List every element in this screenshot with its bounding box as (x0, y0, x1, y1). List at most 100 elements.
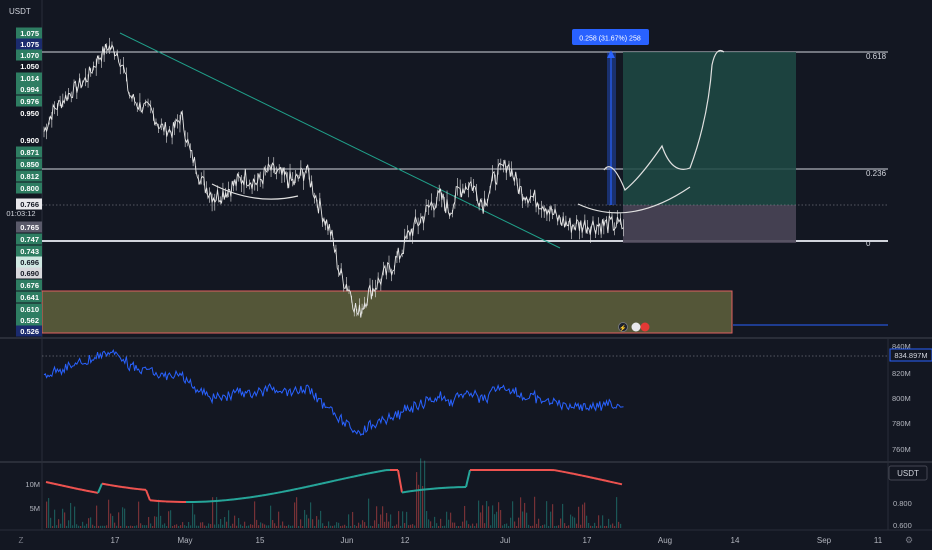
volume-bar (64, 512, 66, 528)
price-label: 0.696 (20, 258, 39, 267)
volume-bar (134, 525, 136, 528)
time-axis-label: Aug (658, 536, 672, 545)
price-label: 1.075 (20, 40, 39, 49)
volume-bar (152, 525, 154, 528)
price-label: 0.743 (20, 247, 39, 256)
volume-ma-segment (365, 472, 371, 475)
price-label-bg (16, 291, 42, 303)
stop-zone[interactable] (623, 205, 796, 243)
volume-bar (150, 523, 152, 528)
currency-label: USDT (9, 7, 31, 16)
volume-bar (272, 520, 274, 528)
indicator-axis-tick: 760M (892, 445, 911, 454)
volume-bar (362, 520, 364, 528)
price-label-bg (16, 83, 42, 95)
volume-bar (240, 524, 242, 528)
volume-bar (510, 517, 512, 528)
volume-ma-segment (601, 478, 607, 482)
price-label-bg (16, 27, 42, 39)
lightning-glyph: ⚡ (619, 324, 626, 332)
volume-bar (470, 525, 472, 528)
volume-bar (254, 501, 256, 528)
volume-scale[interactable]: 10M 5M 0.800 0.600 (25, 480, 911, 530)
volume-bar (418, 484, 420, 528)
volume-bar (578, 506, 580, 528)
indicator-scale[interactable]: 840M 820M 800M 780M 760M (892, 342, 911, 454)
price-label-bg (16, 38, 42, 50)
rounded-bottom-curve-1[interactable] (211, 183, 299, 200)
volume-bar (158, 499, 160, 528)
left-price-scale[interactable]: 1.075 1.075 1.070 1.050 1.014 0.994 0.976 0.950… (16, 27, 42, 337)
volume-bar (166, 525, 168, 528)
volume-ma-segment (313, 483, 319, 487)
projected-path[interactable] (603, 49, 725, 191)
indicator-value: 834.897M (894, 351, 927, 360)
volume-ma-segment (129, 487, 135, 490)
volume-bar (140, 523, 142, 528)
goto-date-icon[interactable]: Z (19, 536, 24, 545)
time-axis[interactable]: 17 May 15 Jun 12 Jul 17 Aug 14 Sep 11 (111, 536, 883, 545)
volume-bar (340, 526, 342, 528)
descending-trendline[interactable] (119, 32, 561, 249)
volume-bar (180, 525, 182, 528)
volume-bar (82, 521, 84, 528)
volume-bar (264, 524, 266, 528)
volume-bar (330, 525, 332, 528)
target-zone[interactable] (623, 52, 796, 205)
volume-ma-segment (277, 490, 283, 494)
volume-bar (426, 510, 428, 528)
volume-bar (590, 525, 592, 528)
volume-bar (436, 523, 438, 528)
right-currency-button[interactable] (888, 465, 928, 481)
flag-event-icon-2[interactable] (640, 322, 650, 332)
volume-bar (190, 525, 192, 528)
volume-bar (500, 510, 502, 528)
volume-bar (474, 525, 476, 528)
volume-ma-segment (145, 489, 151, 501)
volume-bar (476, 523, 478, 528)
volume-bar (616, 497, 618, 528)
volume-bar (156, 516, 158, 528)
price-label: 0.950 (20, 109, 39, 118)
price-label: 1.075 (20, 29, 39, 38)
volume-bar (404, 523, 406, 528)
volume-bar (236, 525, 238, 528)
volume-bar (360, 524, 362, 528)
price-label: 0.766 (20, 200, 39, 209)
flag-event-icon[interactable] (631, 322, 641, 332)
volume-bar (328, 521, 330, 528)
volume-ma-segment (581, 474, 587, 478)
volume-bar (112, 515, 114, 528)
volume-ma-segment (361, 472, 367, 476)
rounded-bottom-curve-2[interactable] (577, 186, 691, 214)
volume-bar (486, 501, 488, 528)
bar-countdown: 01:03:12 (6, 209, 35, 218)
price-label: 1.014 (20, 74, 40, 83)
volume-ma-segment (413, 489, 419, 492)
volume-bar (478, 500, 480, 528)
volume-bar (608, 518, 610, 528)
volume-ma-segment (305, 485, 311, 488)
volume-bar (514, 521, 516, 528)
volume-bar (122, 507, 124, 528)
price-label: 0.690 (20, 269, 39, 278)
volume-ma-segment (105, 483, 111, 487)
volume-bar (472, 523, 474, 528)
volume-ma-segment (597, 478, 603, 481)
volume-bar (244, 521, 246, 528)
volume-bar (410, 524, 412, 528)
price-label-bg (16, 267, 42, 279)
volume-bar (320, 510, 322, 528)
volume-bar (488, 506, 490, 528)
volume-bar (62, 508, 64, 528)
price-label: 1.070 (20, 51, 39, 60)
demand-zone[interactable] (41, 290, 733, 334)
volume-ma-segment (301, 486, 307, 489)
indicator-axis-tick: 780M (892, 419, 911, 428)
settings-gear-icon[interactable]: ⚙ (905, 535, 913, 545)
volume-bar (438, 525, 440, 528)
volume-bar (386, 512, 388, 528)
lightning-event-icon[interactable] (618, 322, 628, 332)
volume-bar (594, 522, 596, 528)
